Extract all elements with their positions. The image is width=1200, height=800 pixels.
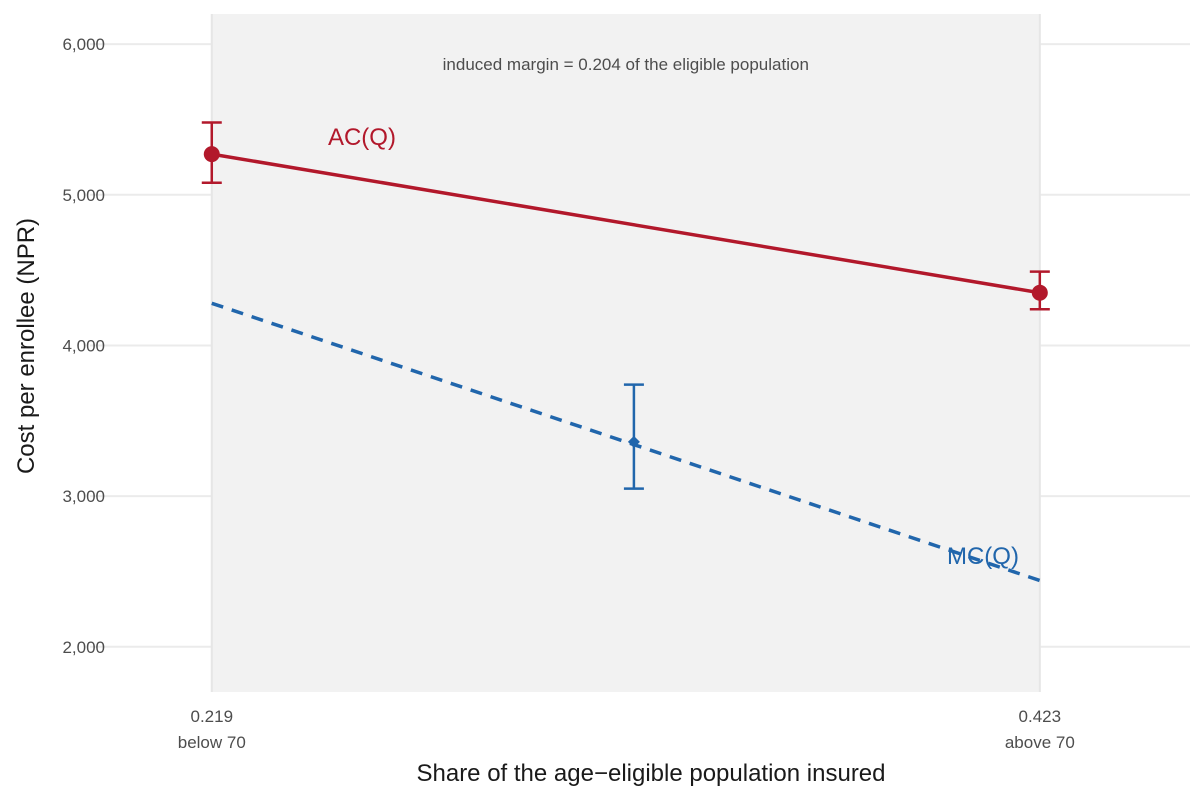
x-tick-labels: 0.219 below 70 0.423 above 70 (178, 707, 1075, 752)
y-tick-label: 3,000 (62, 487, 105, 506)
shaded-region (211, 14, 1040, 692)
y-tick-label: 6,000 (62, 35, 105, 54)
x-axis-title: Share of the age−eligible population ins… (416, 760, 885, 787)
series-line-acq (211, 152, 1041, 295)
data-point (203, 146, 220, 163)
series-label: MC(Q) (947, 543, 1019, 570)
y-tick-label: 2,000 (62, 638, 105, 657)
y-tick-labels: 2,000 3,000 4,000 5,000 6,000 (62, 35, 105, 657)
data-point (1031, 284, 1048, 301)
y-axis-title: Cost per enrollee (NPR) (13, 218, 40, 474)
annotation-text: induced margin = 0.204 of the eligible p… (443, 55, 809, 74)
shaded-region-layer (211, 14, 1040, 692)
y-tick-label: 4,000 (62, 336, 105, 355)
y-tick-label: 5,000 (62, 186, 105, 205)
x-tick-label: 0.423 (1019, 707, 1062, 726)
data-point (627, 435, 640, 448)
series-label: AC(Q) (328, 124, 396, 151)
x-tick-sublabel: above 70 (1005, 733, 1075, 752)
x-tick-label: 0.219 (190, 707, 233, 726)
series-layer: AC(Q) MC(Q) (201, 121, 1050, 583)
x-tick-sublabel: below 70 (178, 733, 246, 752)
